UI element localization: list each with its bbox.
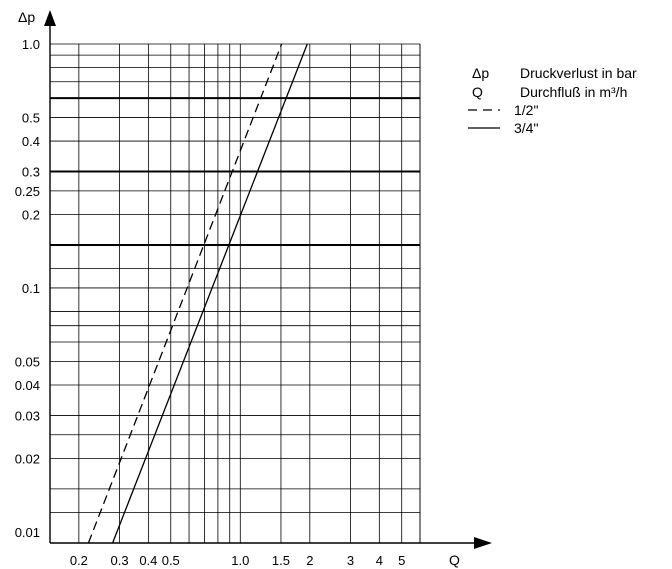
y-tick-label: 1.0 <box>22 37 40 52</box>
y-tick-label: 0.2 <box>22 207 40 222</box>
x-tick-label: 2 <box>306 553 313 568</box>
axes <box>44 10 492 549</box>
y-tick-label: 0.05 <box>15 354 40 369</box>
x-tick-label: 0.4 <box>139 553 157 568</box>
x-tick-label: 0.2 <box>70 553 88 568</box>
y-axis-title: Δp <box>18 9 35 25</box>
grid <box>50 43 421 543</box>
series-lines <box>87 43 308 544</box>
x-tick-label: 3 <box>347 553 354 568</box>
legend-entry-text: 1/2" <box>514 102 538 118</box>
y-tick-label: 0.3 <box>22 165 40 180</box>
y-tick-label: 0.4 <box>22 134 40 149</box>
y-tick-label: 0.02 <box>15 451 40 466</box>
series-line-3-4-inch <box>111 43 308 544</box>
legend-entry-text: 3/4" <box>514 120 538 136</box>
legend: Δp Druckverlust in bar Q Durchfluß in m³/h 1… <box>468 65 637 136</box>
x-tick-label: 1.0 <box>231 553 249 568</box>
y-tick-label: 0.01 <box>15 525 40 540</box>
series-line-1-2-inch <box>87 43 283 544</box>
x-axis-arrow-icon <box>474 537 492 549</box>
x-axis-title: Q <box>449 552 460 568</box>
x-tick-label: 4 <box>376 553 383 568</box>
y-tick-label: 0.5 <box>22 110 40 125</box>
y-tick-labels: 0.01 0.02 0.03 0.04 0.05 0.1 0.2 0.25 0.3 0.4 0.5 1… <box>15 37 40 540</box>
y-tick-label: 0.25 <box>15 184 40 199</box>
legend-symbol: Δp <box>472 65 489 81</box>
x-tick-label: 0.5 <box>162 553 180 568</box>
x-tick-labels: 0.2 0.3 0.4 0.5 1.0 1.5 2 3 4 5 <box>70 553 406 568</box>
y-tick-label: 0.03 <box>15 408 40 423</box>
x-tick-label: 5 <box>398 553 405 568</box>
y-tick-label: 0.04 <box>15 378 40 393</box>
y-tick-label: 0.1 <box>22 281 40 296</box>
x-tick-label: 0.3 <box>110 553 128 568</box>
x-tick-label: 1.5 <box>272 553 290 568</box>
reference-lines <box>50 97 420 246</box>
legend-symbol: Q <box>472 84 483 100</box>
legend-entry-text: Durchfluß in m³/h <box>520 84 627 100</box>
y-axis-arrow-icon <box>44 10 56 26</box>
legend-entry-text: Druckverlust in bar <box>520 65 637 81</box>
